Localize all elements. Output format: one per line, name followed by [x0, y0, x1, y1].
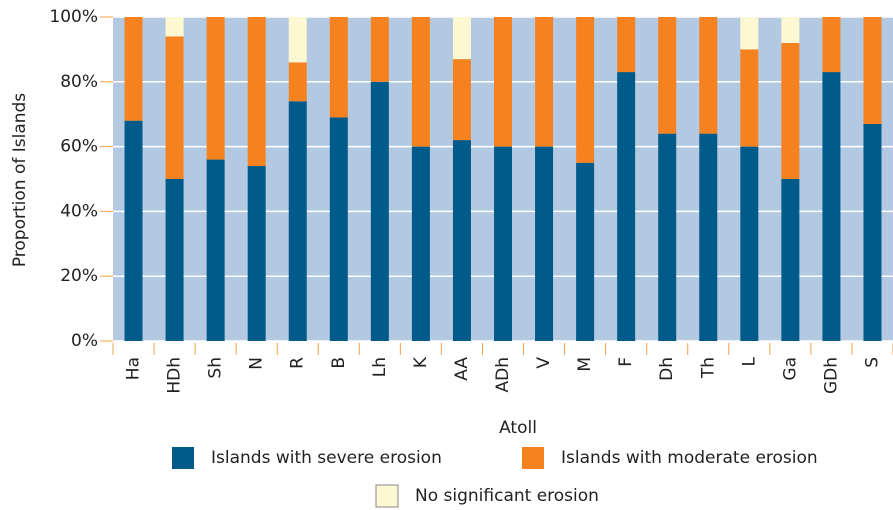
legend-swatch: [172, 447, 194, 469]
x-tick-label: AA: [452, 357, 472, 381]
bar-segment: [452, 17, 471, 60]
x-tick-label: M: [575, 357, 595, 372]
bar-segment: [658, 17, 677, 134]
bar-segment: [165, 179, 184, 341]
bar-segment: [288, 17, 307, 63]
x-tick-label: Sh: [206, 357, 226, 379]
bar-segment: [452, 140, 471, 341]
bar-segment: [494, 17, 512, 147]
x-tick-label: Ga: [780, 357, 800, 381]
x-tick-label: ADh: [493, 357, 513, 393]
bar-segment: [329, 117, 348, 341]
legend-swatch: [375, 484, 399, 508]
x-tick-label: F: [616, 357, 636, 367]
bar-segment: [658, 133, 677, 341]
bar-segment: [124, 120, 143, 342]
x-axis-label: Atoll: [499, 418, 537, 438]
bar-segment: [165, 36, 184, 179]
bar-segment: [370, 17, 389, 82]
bar-segment: [288, 62, 307, 102]
legend-label: No significant erosion: [415, 486, 599, 506]
bar-segment: [617, 17, 636, 73]
legend-label: Islands with moderate erosion: [561, 448, 818, 468]
y-tick-label: 20%: [60, 266, 98, 286]
x-tick-label: Dh: [657, 357, 677, 381]
bar-segment: [863, 17, 882, 124]
bar-segment: [576, 17, 595, 163]
x-tick-label: B: [329, 357, 349, 369]
bar-segment: [411, 17, 430, 147]
bar-segment: [740, 49, 759, 147]
bar-segment: [822, 17, 841, 73]
bar-segment: [740, 17, 759, 50]
bar-segment: [535, 146, 554, 341]
x-tick-label: HDh: [165, 357, 185, 394]
bar-segment: [781, 17, 800, 43]
y-tick-label: 60%: [60, 137, 98, 157]
x-tick-label: V: [534, 357, 554, 369]
bar-segment: [329, 17, 348, 118]
bar-segment: [781, 179, 800, 341]
bar-segment: [535, 17, 554, 147]
x-tick-label: R: [288, 357, 308, 369]
bar-segment: [863, 123, 882, 341]
bar-segment: [206, 17, 225, 160]
bar-segment: [576, 162, 595, 341]
bar-segment: [494, 146, 512, 341]
y-tick-label: 40%: [60, 201, 98, 221]
y-axis-label: Proportion of Islands: [10, 93, 30, 267]
bar-segment: [247, 17, 266, 167]
bar-segment: [699, 17, 718, 134]
bar-segment: [452, 59, 471, 141]
bar-segment: [370, 81, 389, 342]
bar-segment: [822, 72, 841, 341]
bar-segment: [411, 146, 430, 341]
bar-segment: [206, 159, 225, 341]
bar-segment: [165, 17, 184, 37]
x-tick-label: N: [247, 357, 267, 370]
bar-segment: [781, 42, 800, 179]
legend-swatch: [522, 447, 544, 469]
x-tick-label: Lh: [370, 357, 390, 377]
x-tick-label: Ha: [124, 357, 144, 380]
bar-segment: [124, 17, 143, 121]
bar-segment: [617, 72, 636, 341]
x-tick-label: K: [411, 356, 431, 368]
y-tick-label: 100%: [49, 7, 98, 27]
x-tick-label: GDh: [821, 357, 841, 394]
x-tick-label: Th: [698, 357, 718, 379]
legend-label: Islands with severe erosion: [211, 448, 442, 468]
bar-segment: [288, 101, 307, 342]
x-tick-label: L: [739, 356, 759, 366]
bar-segment: [740, 146, 759, 341]
bar-segment: [247, 166, 266, 341]
bar-segment: [699, 133, 718, 341]
y-tick-label: 0%: [71, 331, 98, 351]
x-tick-label: S: [862, 357, 882, 368]
y-tick-label: 80%: [60, 72, 98, 92]
